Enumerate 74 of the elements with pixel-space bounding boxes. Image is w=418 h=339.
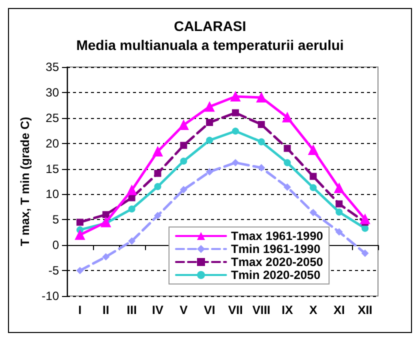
- point: [128, 238, 136, 245]
- x-tick-label: III: [126, 303, 137, 317]
- point: [230, 92, 240, 102]
- point: [100, 217, 111, 228]
- point: [336, 200, 343, 208]
- point: [310, 172, 317, 180]
- point: [336, 228, 343, 236]
- point: [76, 218, 84, 226]
- point: [180, 158, 188, 165]
- point: [258, 138, 265, 146]
- x-tick-label: XI: [333, 303, 345, 317]
- y-tick-label: 10: [46, 187, 60, 202]
- chart-subtitle: Media multianuala a temperaturii aerului: [76, 37, 344, 53]
- point: [360, 214, 370, 224]
- y-tick-label: -5: [48, 264, 60, 278]
- point: [206, 136, 214, 144]
- point: [282, 112, 292, 122]
- point: [126, 185, 137, 196]
- x-tick-label: II: [102, 303, 110, 317]
- legend-label: Tmin 2020-2050: [231, 268, 321, 282]
- point: [152, 146, 163, 156]
- point: [204, 102, 215, 112]
- point: [154, 170, 162, 177]
- point: [102, 211, 110, 218]
- point: [232, 159, 239, 166]
- point: [128, 205, 136, 212]
- point: [232, 109, 239, 116]
- point: [284, 159, 291, 166]
- x-tick-label: IV: [152, 303, 164, 317]
- y-tick-label: 35: [46, 60, 60, 74]
- point: [334, 183, 344, 194]
- x-tick-label: VI: [204, 303, 216, 317]
- legend-label: Tmax 2020-2050: [231, 255, 324, 269]
- point: [180, 186, 188, 194]
- x-tick-label: XII: [358, 303, 372, 317]
- point: [284, 184, 291, 191]
- y-tick-label: 15: [46, 162, 60, 176]
- point: [232, 128, 239, 135]
- x-tick-label: I: [78, 303, 82, 317]
- x-tick-label: V: [180, 303, 188, 317]
- point: [258, 164, 265, 172]
- point: [284, 144, 291, 152]
- y-tick-label: -10: [42, 289, 60, 303]
- point: [362, 250, 369, 257]
- point: [258, 121, 265, 128]
- point: [256, 92, 266, 103]
- y-tick-label: 30: [46, 85, 60, 100]
- y-axis-title: T max, T min (grade C): [18, 116, 32, 246]
- point: [154, 212, 162, 220]
- point: [310, 209, 317, 216]
- point: [206, 168, 214, 176]
- x-tick-label: VII: [228, 303, 243, 317]
- point: [180, 142, 188, 149]
- y-tick-label: 20: [46, 136, 60, 150]
- point: [206, 118, 214, 126]
- y-tick-label: 0: [52, 238, 60, 252]
- legend-label: Tmax 1961-1990: [231, 229, 324, 243]
- point: [308, 144, 318, 155]
- chart-title: CALARASI: [174, 18, 246, 34]
- point: [310, 184, 317, 192]
- point: [178, 120, 189, 130]
- point: [128, 194, 136, 202]
- x-tick-label: X: [309, 303, 318, 317]
- y-tick-label: 25: [46, 110, 60, 125]
- point: [154, 183, 162, 190]
- point: [362, 224, 369, 232]
- x-tick-label: IX: [282, 303, 293, 317]
- y-tick-label: 5: [52, 212, 60, 227]
- x-tick-label: VIII: [252, 303, 270, 317]
- point: [74, 230, 85, 240]
- legend-label: Tmin 1961-1990: [231, 242, 321, 256]
- point: [76, 267, 84, 274]
- point: [102, 253, 110, 260]
- point: [336, 208, 343, 216]
